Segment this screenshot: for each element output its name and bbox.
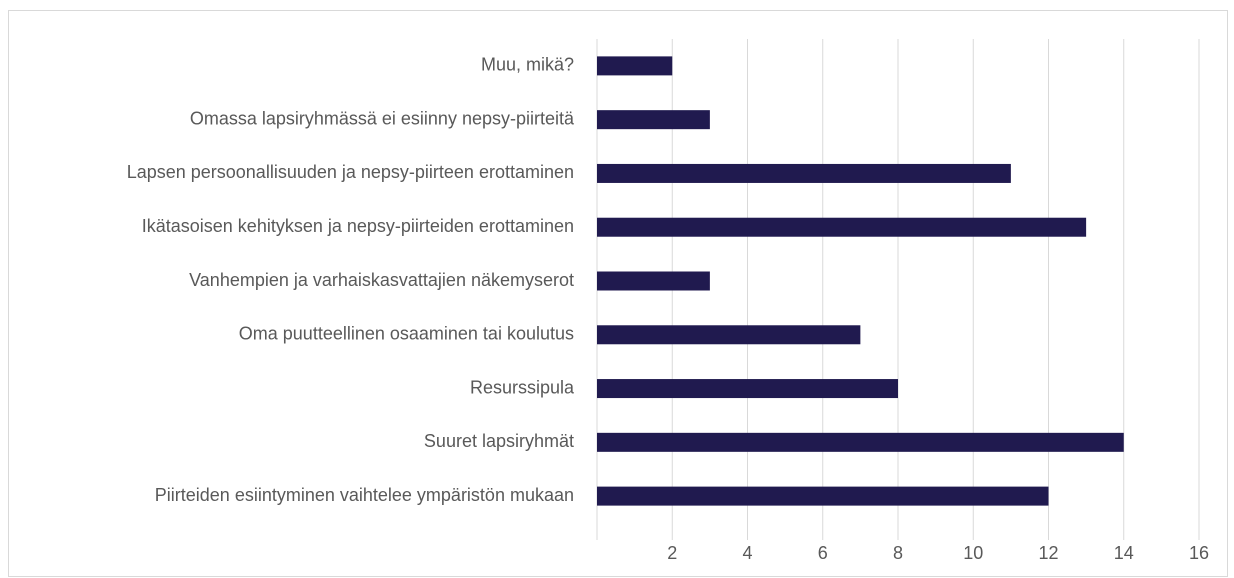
x-tick-label: 4 <box>742 543 752 563</box>
y-tick-label: Piirteiden esiintyminen vaihtelee ympäri… <box>155 485 574 505</box>
x-tick-label: 6 <box>818 543 828 563</box>
x-tick-label: 12 <box>1038 543 1058 563</box>
bar <box>597 432 1124 452</box>
bar <box>597 325 861 345</box>
y-tick-label: Vanhempien ja varhaiskasvattajien näkemy… <box>189 270 574 290</box>
bar <box>597 163 1011 183</box>
chart-frame <box>8 10 1228 577</box>
bar <box>597 56 673 76</box>
y-tick-label: Muu, mikä? <box>481 55 574 75</box>
y-tick-label: Lapsen persoonallisuuden ja nepsy-piirte… <box>127 162 574 182</box>
x-tick-label: 16 <box>1189 543 1209 563</box>
bar <box>597 271 710 291</box>
y-tick-label: Ikätasoisen kehityksen ja nepsy-piirteid… <box>142 216 574 236</box>
y-tick-label: Resurssipula <box>470 377 575 397</box>
bar <box>597 379 898 399</box>
bar <box>597 110 710 130</box>
bar <box>597 217 1087 237</box>
y-tick-label: Omassa lapsiryhmässä ei esiinny nepsy-pi… <box>190 108 575 128</box>
y-tick-label: Oma puutteellinen osaaminen tai koulutus <box>239 324 574 344</box>
bar <box>597 486 1049 506</box>
x-tick-label: 10 <box>963 543 983 563</box>
x-tick-label: 8 <box>893 543 903 563</box>
x-tick-label: 14 <box>1114 543 1134 563</box>
x-tick-label: 2 <box>667 543 677 563</box>
y-tick-label: Suuret lapsiryhmät <box>424 431 574 451</box>
